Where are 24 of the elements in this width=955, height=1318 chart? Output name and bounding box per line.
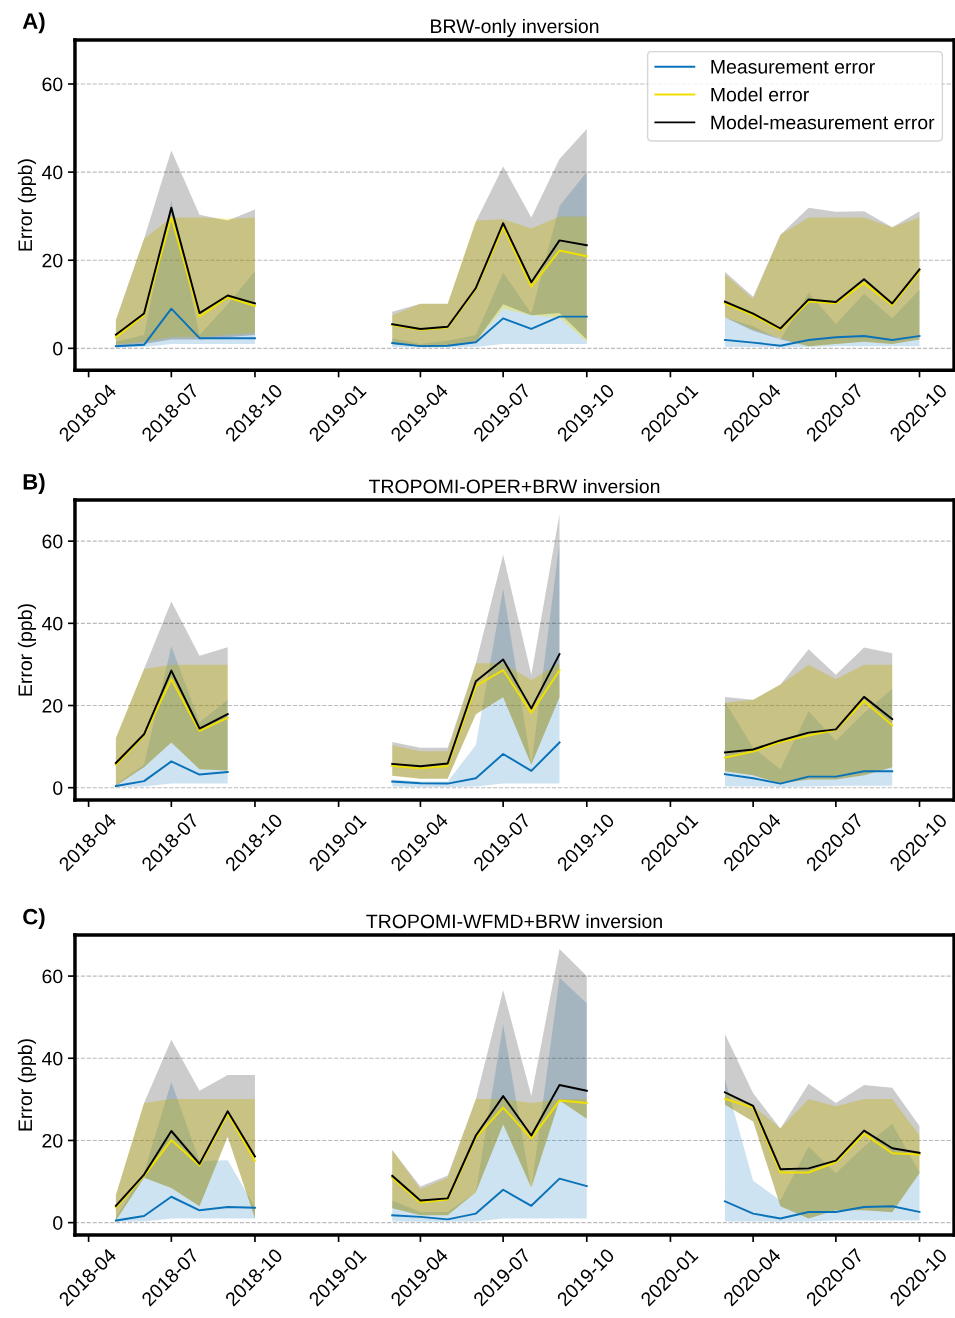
chart-title: TROPOMI-WFMD+BRW inversion <box>366 913 662 929</box>
y-tick-label: 60 <box>42 534 63 549</box>
text: C) <box>23 908 45 929</box>
chart-title: TROPOMI-OPER+BRW inversion <box>368 479 660 494</box>
chart-title: BRW-only inversion <box>431 18 599 38</box>
y-tick-label: 40 <box>41 165 63 180</box>
y-tick-label: 20 <box>42 253 63 268</box>
legend-label: Model error <box>711 87 809 102</box>
y-tick-label: 60 <box>42 77 63 92</box>
text: B) <box>23 473 45 495</box>
y-tick-label: 0 <box>53 781 63 795</box>
y-tick-label: 40 <box>41 616 63 631</box>
legend-label: Measurement error <box>711 60 875 74</box>
text: A) <box>22 12 45 34</box>
y-tick-label: 20 <box>42 698 63 713</box>
y-axis-title: Error (ppb) <box>17 1039 36 1131</box>
y-tick-label: 0 <box>53 341 63 356</box>
y-tick-label: 20 <box>42 1133 63 1148</box>
y-tick-label: 0 <box>53 1216 63 1230</box>
y-axis-title: Error (ppb) <box>17 604 36 696</box>
y-tick-label: 40 <box>41 1051 63 1066</box>
y-tick-label: 60 <box>42 969 63 984</box>
y-axis-title: Error (ppb) <box>17 159 36 251</box>
legend-label: Model-measurement error <box>711 115 935 130</box>
